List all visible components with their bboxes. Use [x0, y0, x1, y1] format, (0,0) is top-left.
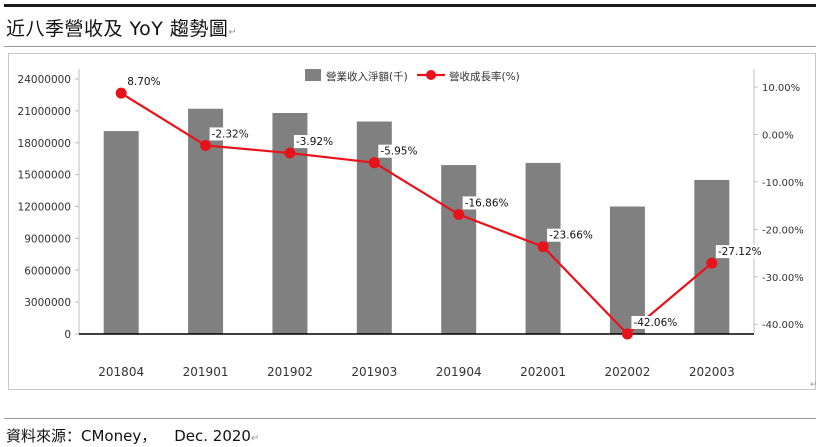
- x-tick-label: 201904: [436, 365, 482, 379]
- x-tick-label: 201901: [183, 365, 229, 379]
- growth-data-label: -23.66%: [549, 230, 593, 242]
- left-tick-label: 3000000: [24, 297, 71, 309]
- left-tick-label: 21000000: [18, 106, 71, 118]
- left-tick-label: 15000000: [18, 170, 71, 182]
- left-tick-label: 0: [64, 329, 71, 341]
- right-tick-label: -30.00%: [762, 273, 804, 284]
- source-label: 資料來源：CMoney，: [6, 427, 157, 445]
- left-tick-label: 18000000: [18, 138, 71, 150]
- revenue-bar: [441, 165, 477, 334]
- data-label-bg: [125, 75, 162, 89]
- growth-rate-line: [120, 92, 713, 336]
- x-tick-label: 201902: [267, 365, 313, 379]
- left-tick-label: 12000000: [18, 202, 71, 214]
- paragraph-mark-icon: ↵: [250, 433, 260, 444]
- left-tick-label: 6000000: [24, 265, 71, 277]
- x-tick-label: 201804: [98, 365, 144, 379]
- growth-rate-point: [706, 257, 718, 269]
- growth-data-label: -5.95%: [380, 146, 417, 158]
- combo-chart: 24000000 21000000 18000000 15000000 12000000…: [18, 69, 804, 379]
- legend-bar-swatch: [305, 69, 321, 81]
- paragraph-mark-icon: ↵: [810, 380, 818, 390]
- right-tick-label: -20.00%: [762, 225, 804, 236]
- growth-rate-point: [537, 241, 549, 253]
- data-label-bg: [209, 127, 252, 141]
- page-title-text: 近八季營收及 YoY 趨勢圖: [6, 18, 229, 40]
- right-tick-label: 10.00%: [762, 83, 800, 94]
- growth-rate-point: [368, 157, 380, 169]
- x-tick-label: 201903: [351, 365, 397, 379]
- source-note: 資料來源：CMoney， Dec. 2020↵: [6, 425, 259, 446]
- right-tick-label: 0.00%: [762, 130, 794, 141]
- growth-rate-point: [621, 328, 633, 340]
- left-tick-label: 24000000: [18, 74, 71, 86]
- growth-rate-point: [200, 139, 212, 151]
- growth-data-label: -27.12%: [718, 246, 762, 258]
- growth-rate-point: [453, 208, 465, 220]
- x-tick-label: 202001: [520, 365, 566, 379]
- data-label-bg: [378, 144, 421, 158]
- data-label-bg: [547, 228, 596, 242]
- growth-data-label: -16.86%: [465, 197, 509, 209]
- right-tick-label: -10.00%: [762, 178, 804, 189]
- growth-rate-point: [284, 147, 296, 159]
- x-tick-label: 202002: [605, 365, 651, 379]
- bottom-rule: [4, 418, 816, 419]
- data-label-bg: [631, 316, 681, 329]
- growth-rate-point: [115, 87, 127, 99]
- revenue-bar: [103, 131, 139, 334]
- data-label-bg: [293, 135, 337, 149]
- legend-line-marker: [426, 70, 436, 80]
- paragraph-mark-icon: ↵: [228, 27, 238, 38]
- growth-data-label: -3.92%: [296, 136, 333, 148]
- x-tick-label: 202003: [689, 365, 735, 379]
- chart-frame: 24000000 21000000 18000000 15000000 12000000…: [8, 53, 816, 390]
- growth-data-label: -2.32%: [212, 128, 249, 140]
- source-date: Dec. 2020: [174, 427, 251, 445]
- legend-line-label: 營收成長率(%): [449, 70, 520, 83]
- top-rule: [4, 4, 816, 7]
- data-label-bg: [462, 196, 512, 210]
- growth-data-label: 8.70%: [127, 76, 160, 88]
- revenue-bar: [609, 206, 645, 334]
- right-tick-label: -40.00%: [762, 320, 804, 331]
- title-rule: [4, 46, 816, 47]
- data-label-bg: [715, 245, 765, 259]
- legend-bar-label: 營業收入淨額(千): [326, 70, 408, 83]
- page-title: 近八季營收及 YoY 趨勢圖↵: [6, 14, 237, 41]
- left-tick-label: 9000000: [24, 233, 71, 245]
- growth-data-label: -42.06%: [633, 317, 677, 329]
